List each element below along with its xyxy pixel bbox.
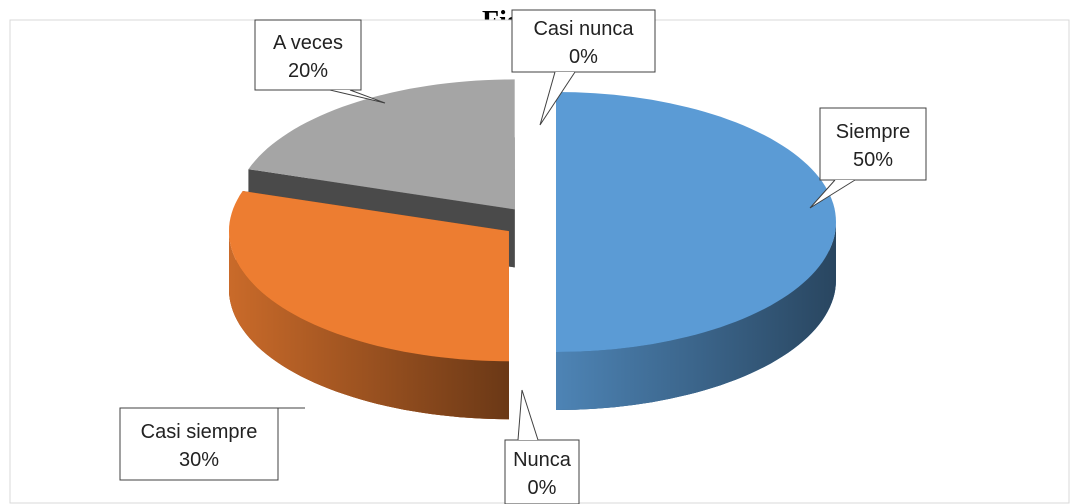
category-label: A veces	[273, 32, 343, 54]
category-label: Casi siempre	[141, 421, 258, 443]
callout	[819, 107, 927, 181]
value-label: 50%	[853, 149, 893, 171]
slice-top	[556, 92, 836, 352]
pie	[229, 79, 836, 420]
labels: Siempre 50% Nunca 0% Casi siempre 30% A veces 2…	[119, 9, 927, 504]
slice-side-shade	[229, 231, 509, 420]
category-label: Casi nunca	[533, 18, 634, 40]
value-label: 30%	[179, 449, 219, 471]
slice-top	[248, 79, 515, 210]
callout-pointer	[809, 179, 856, 209]
callout	[511, 9, 656, 73]
slice-top	[229, 191, 509, 362]
value-label: 0%	[569, 46, 598, 68]
category-label: Siempre	[836, 121, 910, 143]
value-label: 0%	[528, 477, 557, 499]
callout-pointer	[517, 389, 539, 441]
slice	[556, 92, 836, 410]
category-label: Nunca	[513, 449, 572, 471]
callout-pointer	[539, 71, 576, 126]
callout-pointer	[329, 89, 386, 104]
slice-side-shade	[556, 222, 836, 410]
slice	[229, 190, 509, 420]
value-label: 20%	[288, 60, 328, 82]
callout	[504, 439, 580, 504]
callout	[254, 19, 362, 91]
callout	[119, 407, 279, 481]
